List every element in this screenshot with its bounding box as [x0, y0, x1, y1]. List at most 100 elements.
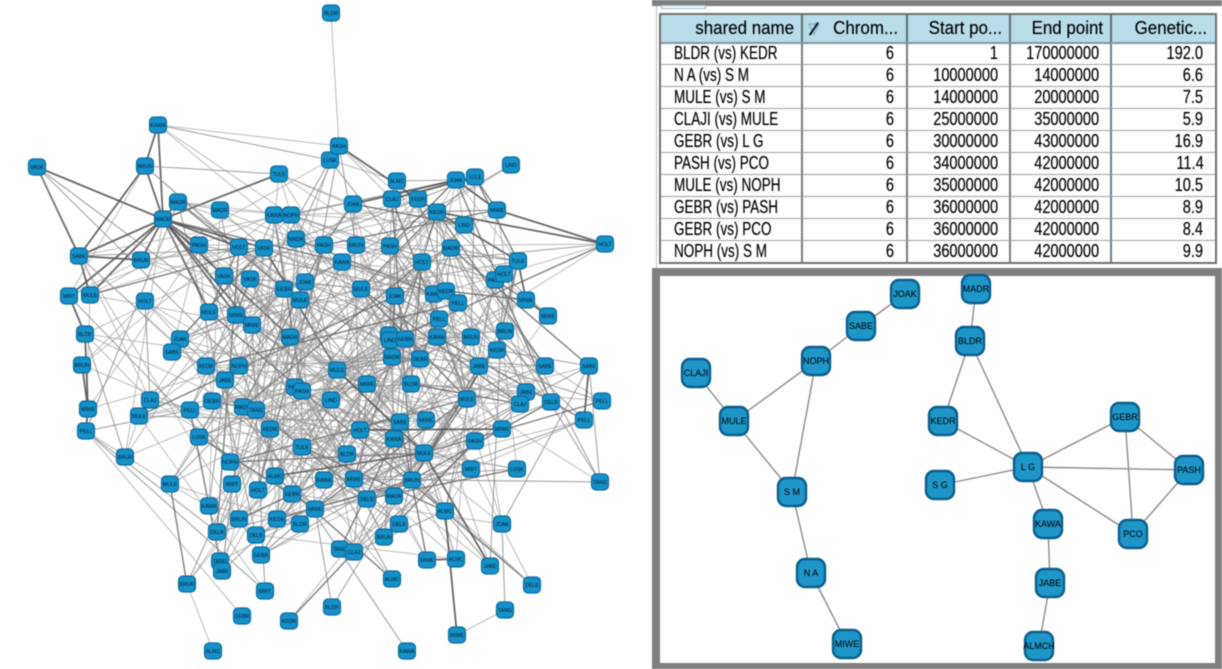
svg-text:VASK: VASK: [217, 274, 231, 280]
svg-text:BRUN: BRUN: [138, 164, 153, 170]
svg-text:BRUN: BRUN: [464, 335, 479, 341]
svg-text:DELB: DELB: [392, 522, 406, 528]
svg-text:ALMC: ALMC: [206, 649, 221, 655]
svg-text:S M: S M: [784, 487, 800, 497]
svg-text:CLAJ: CLAJ: [514, 402, 527, 408]
svg-text:MULE: MULE: [132, 414, 147, 420]
svg-text:GEBR: GEBR: [1112, 412, 1138, 422]
svg-text:ALMC: ALMC: [385, 577, 400, 583]
svg-text:NOPH: NOPH: [232, 364, 247, 370]
svg-text:HOLT: HOLT: [598, 242, 612, 248]
svg-text:TANG: TANG: [249, 408, 263, 414]
svg-text:KAWA: KAWA: [151, 123, 166, 129]
svg-text:SABE: SABE: [582, 364, 596, 370]
svg-text:MADR: MADR: [443, 246, 459, 252]
svg-text:JABE: JABE: [216, 569, 230, 575]
svg-text:PELL: PELL: [452, 301, 465, 307]
svg-text:ALMCH: ALMCH: [1023, 641, 1055, 651]
svg-text:MIWE: MIWE: [450, 633, 465, 639]
svg-text:S G: S G: [932, 480, 948, 490]
svg-text:NOPH: NOPH: [284, 213, 299, 219]
svg-text:MULE: MULE: [460, 397, 475, 403]
svg-text:BLDR: BLDR: [958, 336, 983, 346]
svg-text:L G: L G: [1021, 462, 1035, 472]
svg-text:KEDR: KEDR: [439, 289, 454, 295]
svg-text:PASH: PASH: [332, 144, 346, 150]
svg-text:JOAK: JOAK: [346, 202, 360, 208]
svg-text:KAWA: KAWA: [1035, 519, 1061, 529]
svg-text:HOLT: HOLT: [251, 488, 265, 494]
svg-text:CLAJ: CLAJ: [144, 398, 157, 404]
svg-text:JOAK: JOAK: [173, 337, 187, 343]
svg-text:PELL: PELL: [80, 429, 93, 435]
svg-text:KEDR: KEDR: [430, 210, 445, 216]
svg-text:KAWA: KAWA: [427, 292, 442, 298]
svg-text:PCO: PCO: [1123, 529, 1143, 539]
svg-text:BLDR: BLDR: [78, 332, 92, 338]
svg-text:KAWA: KAWA: [400, 649, 415, 655]
svg-text:KAWA: KAWA: [387, 437, 402, 443]
svg-text:VASK: VASK: [257, 246, 271, 252]
svg-text:MIRT: MIRT: [259, 589, 272, 595]
svg-text:LUSK: LUSK: [323, 158, 337, 164]
svg-text:MADR: MADR: [282, 335, 298, 341]
svg-text:MADR: MADR: [235, 405, 251, 411]
svg-text:MIRT: MIRT: [465, 467, 478, 473]
svg-text:GEBR: GEBR: [277, 287, 292, 293]
svg-text:MADR: MADR: [963, 284, 990, 294]
svg-text:KEDR: KEDR: [282, 619, 297, 625]
svg-text:MIWE: MIWE: [81, 407, 96, 413]
svg-text:MADR: MADR: [288, 237, 304, 243]
svg-text:HOLT: HOLT: [415, 260, 429, 266]
svg-text:JOAK: JOAK: [298, 280, 312, 286]
svg-text:CLAJI: CLAJI: [684, 368, 709, 378]
svg-text:HOLT: HOLT: [232, 245, 246, 251]
svg-text:MIWE: MIWE: [360, 382, 375, 388]
svg-text:MIWE: MIWE: [495, 427, 510, 433]
svg-text:LUSK: LUSK: [510, 467, 524, 473]
svg-text:DELB: DELB: [525, 583, 539, 589]
svg-text:KEDR: KEDR: [490, 348, 505, 354]
svg-text:MULE: MULE: [83, 293, 98, 299]
svg-text:MIRT: MIRT: [63, 294, 76, 300]
svg-text:ALMC: ALMC: [438, 509, 453, 515]
svg-text:MADR: MADR: [384, 355, 400, 361]
svg-text:LIND: LIND: [458, 223, 470, 229]
svg-text:JABE: JABE: [473, 364, 487, 370]
svg-text:KAWA: KAWA: [430, 335, 445, 341]
svg-text:ALMC: ALMC: [390, 179, 405, 185]
svg-text:MULE: MULE: [163, 482, 178, 488]
svg-text:JABE: JABE: [484, 564, 498, 570]
svg-text:BRUN: BRUN: [498, 329, 513, 335]
svg-text:DELB: DELB: [210, 530, 224, 536]
svg-text:BRUN: BRUN: [349, 243, 364, 249]
svg-text:KAWA: KAWA: [202, 504, 217, 510]
svg-text:MIWE: MIWE: [347, 477, 362, 483]
svg-text:TULE: TULE: [468, 175, 482, 181]
svg-text:BRUN: BRUN: [180, 582, 195, 588]
svg-text:JABE: JABE: [520, 390, 534, 396]
svg-text:BRUN: BRUN: [377, 535, 392, 541]
svg-text:MIWE: MIWE: [245, 323, 260, 329]
svg-text:KEDR: KEDR: [199, 364, 214, 370]
svg-text:DELB: DELB: [360, 497, 374, 503]
svg-text:LIND: LIND: [384, 338, 396, 344]
svg-text:HOLT: HOLT: [497, 272, 511, 278]
svg-text:GEBR: GEBR: [235, 614, 250, 620]
svg-text:KEDR: KEDR: [270, 517, 285, 523]
svg-text:PASH: PASH: [488, 278, 502, 284]
svg-text:DELB: DELB: [249, 533, 263, 539]
svg-text:N A: N A: [804, 568, 819, 578]
svg-text:JOAK: JOAK: [495, 522, 509, 528]
svg-text:CLAJ: CLAJ: [386, 197, 399, 203]
svg-text:GEBR: GEBR: [285, 492, 300, 498]
svg-text:MIWE: MIWE: [835, 639, 860, 649]
svg-text:MULE: MULE: [417, 451, 432, 457]
svg-text:MULE: MULE: [354, 287, 369, 293]
svg-text:MULE: MULE: [330, 368, 345, 374]
svg-text:MULE: MULE: [721, 416, 746, 426]
svg-text:JOAK: JOAK: [449, 178, 463, 184]
svg-text:LIND: LIND: [505, 163, 517, 169]
svg-text:KEDR: KEDR: [411, 197, 426, 203]
svg-text:KEDR: KEDR: [263, 427, 278, 433]
